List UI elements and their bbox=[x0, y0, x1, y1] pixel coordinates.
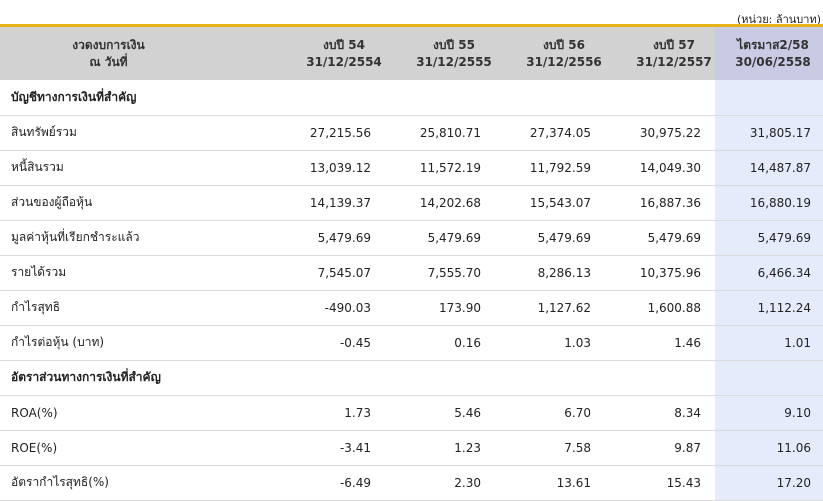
value-cell: 1,127.62 bbox=[495, 290, 605, 326]
value-cell: 0.16 bbox=[385, 325, 495, 361]
value-cell: 5,479.69 bbox=[495, 220, 605, 256]
row-label: กำไรสุทธิ bbox=[0, 290, 275, 326]
table-row: สินทรัพย์รวม 27,215.56 25,810.71 27,374.… bbox=[0, 115, 823, 151]
value-cell: 5,479.69 bbox=[275, 220, 385, 256]
header-col-fy56: งบปี 56 31/12/2556 bbox=[495, 27, 605, 80]
header-col-title: ไตรมาส2/58 bbox=[737, 37, 809, 52]
header-col-date: 30/06/2558 bbox=[735, 54, 811, 69]
row-label: สินทรัพย์รวม bbox=[0, 115, 275, 151]
section-title: อัตราส่วนทางการเงินที่สำคัญ bbox=[0, 360, 715, 396]
table-row: ROE(%) -3.41 1.23 7.58 9.87 11.06 bbox=[0, 430, 823, 466]
value-cell: 27,215.56 bbox=[275, 115, 385, 151]
value-cell-highlight: 17.20 bbox=[715, 465, 823, 501]
value-cell: 13,039.12 bbox=[275, 150, 385, 186]
section-title: บัญชีทางการเงินที่สำคัญ bbox=[0, 80, 715, 116]
value-cell: 30,975.22 bbox=[605, 115, 715, 151]
value-cell-highlight: 11.06 bbox=[715, 430, 823, 466]
value-cell: 15.43 bbox=[605, 465, 715, 501]
section-title-row: อัตราส่วนทางการเงินที่สำคัญ bbox=[0, 360, 823, 396]
header-col-q2-58: ไตรมาส2/58 30/06/2558 bbox=[715, 27, 823, 80]
table-row: กำไรต่อหุ้น (บาท) -0.45 0.16 1.03 1.46 1… bbox=[0, 325, 823, 361]
value-cell-highlight: 16,880.19 bbox=[715, 185, 823, 221]
section-title-row: บัญชีทางการเงินที่สำคัญ bbox=[0, 80, 823, 116]
value-cell: 5,479.69 bbox=[385, 220, 495, 256]
table-row: ส่วนของผู้ถือหุ้น 14,139.37 14,202.68 15… bbox=[0, 185, 823, 221]
value-cell: 7,545.07 bbox=[275, 255, 385, 291]
table-row: ROA(%) 1.73 5.46 6.70 8.34 9.10 bbox=[0, 395, 823, 431]
header-col-fy55: งบปี 55 31/12/2555 bbox=[385, 27, 495, 80]
row-label: หนี้สินรวม bbox=[0, 150, 275, 186]
table-row: หนี้สินรวม 13,039.12 11,572.19 11,792.59… bbox=[0, 150, 823, 186]
value-cell-highlight: 31,805.17 bbox=[715, 115, 823, 151]
value-cell: 1.23 bbox=[385, 430, 495, 466]
row-label: ROE(%) bbox=[0, 430, 275, 466]
header-col-date: 31/12/2556 bbox=[526, 54, 602, 69]
value-cell: 8.34 bbox=[605, 395, 715, 431]
row-label: อัตรากำไรสุทธิ(%) bbox=[0, 465, 275, 501]
header-col-title: งบปี 54 bbox=[323, 37, 365, 52]
header-row: งวดงบการเงิน ณ วันที่ งบปี 54 31/12/2554… bbox=[0, 27, 823, 80]
row-label: รายได้รวม bbox=[0, 255, 275, 291]
value-cell: 13.61 bbox=[495, 465, 605, 501]
row-label: ส่วนของผู้ถือหุ้น bbox=[0, 185, 275, 221]
value-cell: 1,600.88 bbox=[605, 290, 715, 326]
value-cell: 11,792.59 bbox=[495, 150, 605, 186]
header-col-title: งบปี 57 bbox=[653, 37, 695, 52]
value-cell: 5,479.69 bbox=[605, 220, 715, 256]
value-cell: 16,887.36 bbox=[605, 185, 715, 221]
header-col-date: 31/12/2554 bbox=[306, 54, 382, 69]
value-cell: 14,202.68 bbox=[385, 185, 495, 221]
header-label-line2: ณ วันที่ bbox=[89, 54, 128, 69]
value-cell: 7.58 bbox=[495, 430, 605, 466]
header-accent-line bbox=[0, 24, 823, 27]
value-cell-highlight: 5,479.69 bbox=[715, 220, 823, 256]
row-label: ROA(%) bbox=[0, 395, 275, 431]
row-label: มูลค่าหุ้นที่เรียกชำระแล้ว bbox=[0, 220, 275, 256]
table-row: อัตรากำไรสุทธิ(%) -6.49 2.30 13.61 15.43… bbox=[0, 465, 823, 501]
financial-table: งวดงบการเงิน ณ วันที่ งบปี 54 31/12/2554… bbox=[0, 27, 823, 501]
header-period-label: งวดงบการเงิน ณ วันที่ bbox=[0, 27, 275, 80]
value-cell-highlight: 1.01 bbox=[715, 325, 823, 361]
value-cell-highlight: 9.10 bbox=[715, 395, 823, 431]
value-cell: -3.41 bbox=[275, 430, 385, 466]
table-row: กำไรสุทธิ -490.03 173.90 1,127.62 1,600.… bbox=[0, 290, 823, 326]
header-col-fy57: งบปี 57 31/12/2557 bbox=[605, 27, 715, 80]
header-col-date: 31/12/2557 bbox=[636, 54, 712, 69]
value-cell: -0.45 bbox=[275, 325, 385, 361]
value-cell: -490.03 bbox=[275, 290, 385, 326]
value-cell: 15,543.07 bbox=[495, 185, 605, 221]
value-cell: 173.90 bbox=[385, 290, 495, 326]
value-cell-highlight: 1,112.24 bbox=[715, 290, 823, 326]
value-cell: 10,375.96 bbox=[605, 255, 715, 291]
value-cell: 27,374.05 bbox=[495, 115, 605, 151]
header-col-title: งบปี 55 bbox=[433, 37, 475, 52]
header-col-date: 31/12/2555 bbox=[416, 54, 492, 69]
value-cell: 1.73 bbox=[275, 395, 385, 431]
value-cell: 5.46 bbox=[385, 395, 495, 431]
row-label: กำไรต่อหุ้น (บาท) bbox=[0, 325, 275, 361]
value-cell-highlight: 6,466.34 bbox=[715, 255, 823, 291]
header-col-fy54: งบปี 54 31/12/2554 bbox=[275, 27, 385, 80]
value-cell-highlight: 14,487.87 bbox=[715, 150, 823, 186]
value-cell: 9.87 bbox=[605, 430, 715, 466]
unit-note: (หน่วย: ล้านบาท) bbox=[736, 13, 821, 26]
value-cell: 6.70 bbox=[495, 395, 605, 431]
value-cell: 14,139.37 bbox=[275, 185, 385, 221]
highlight-cell bbox=[715, 360, 823, 396]
value-cell: 1.46 bbox=[605, 325, 715, 361]
value-cell: 11,572.19 bbox=[385, 150, 495, 186]
value-cell: 7,555.70 bbox=[385, 255, 495, 291]
table-row: มูลค่าหุ้นที่เรียกชำระแล้ว 5,479.69 5,47… bbox=[0, 220, 823, 256]
highlight-cell bbox=[715, 80, 823, 116]
value-cell: -6.49 bbox=[275, 465, 385, 501]
value-cell: 2.30 bbox=[385, 465, 495, 501]
header-label-line1: งวดงบการเงิน bbox=[72, 37, 145, 52]
value-cell: 1.03 bbox=[495, 325, 605, 361]
value-cell: 14,049.30 bbox=[605, 150, 715, 186]
table-row: รายได้รวม 7,545.07 7,555.70 8,286.13 10,… bbox=[0, 255, 823, 291]
value-cell: 8,286.13 bbox=[495, 255, 605, 291]
value-cell: 25,810.71 bbox=[385, 115, 495, 151]
header-col-title: งบปี 56 bbox=[543, 37, 585, 52]
